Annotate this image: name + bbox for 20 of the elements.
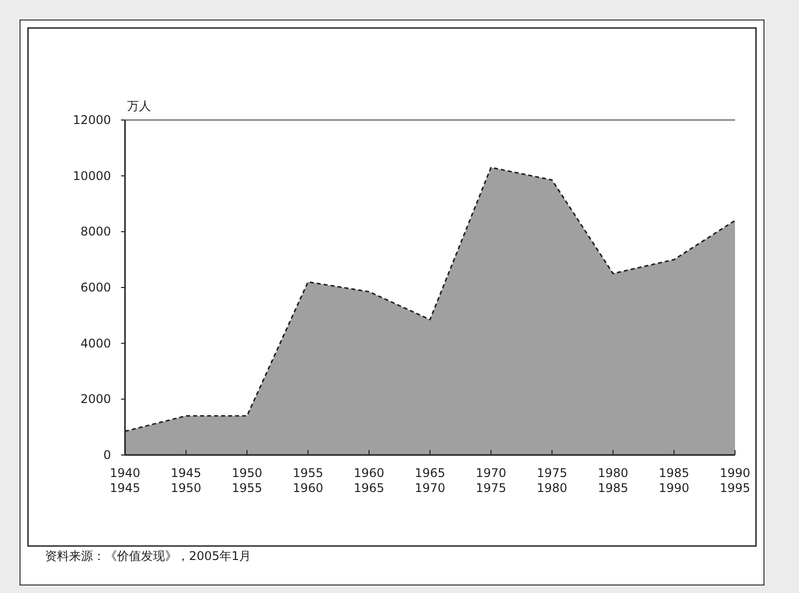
y-axis-title: 万人 [127,99,151,113]
y-tick-label: 12000 [72,113,111,127]
y-tick-label: 6000 [80,280,111,294]
y-tick-label: 2000 [80,392,111,406]
x-tick-label: 1940 1945 [110,466,140,495]
x-tick-label: 1950 1955 [232,466,262,495]
y-tick-label: 10000 [72,168,111,183]
x-tick-label: 1965 1970 [414,466,446,495]
x-tick-label: 1960 1965 [354,466,384,495]
text: 资料来源：《价值发现》，2005年1月 [45,549,252,563]
x-tick-label: 1955 1960 [292,466,324,495]
x-tick-label: 1945 1950 [170,466,202,495]
x-tick-label: 1980 1985 [598,466,628,495]
y-tick-label: 0 [103,448,111,462]
x-tick-label: 1985 1990 [658,466,690,495]
x-tick-label: 1975 1980 [536,466,568,495]
y-tick-label: 4000 [80,336,111,350]
x-tick-label: 1990 1995 [720,466,750,495]
x-tick-label: 1970 1975 [476,466,506,495]
y-tick-label: 8000 [80,224,111,239]
